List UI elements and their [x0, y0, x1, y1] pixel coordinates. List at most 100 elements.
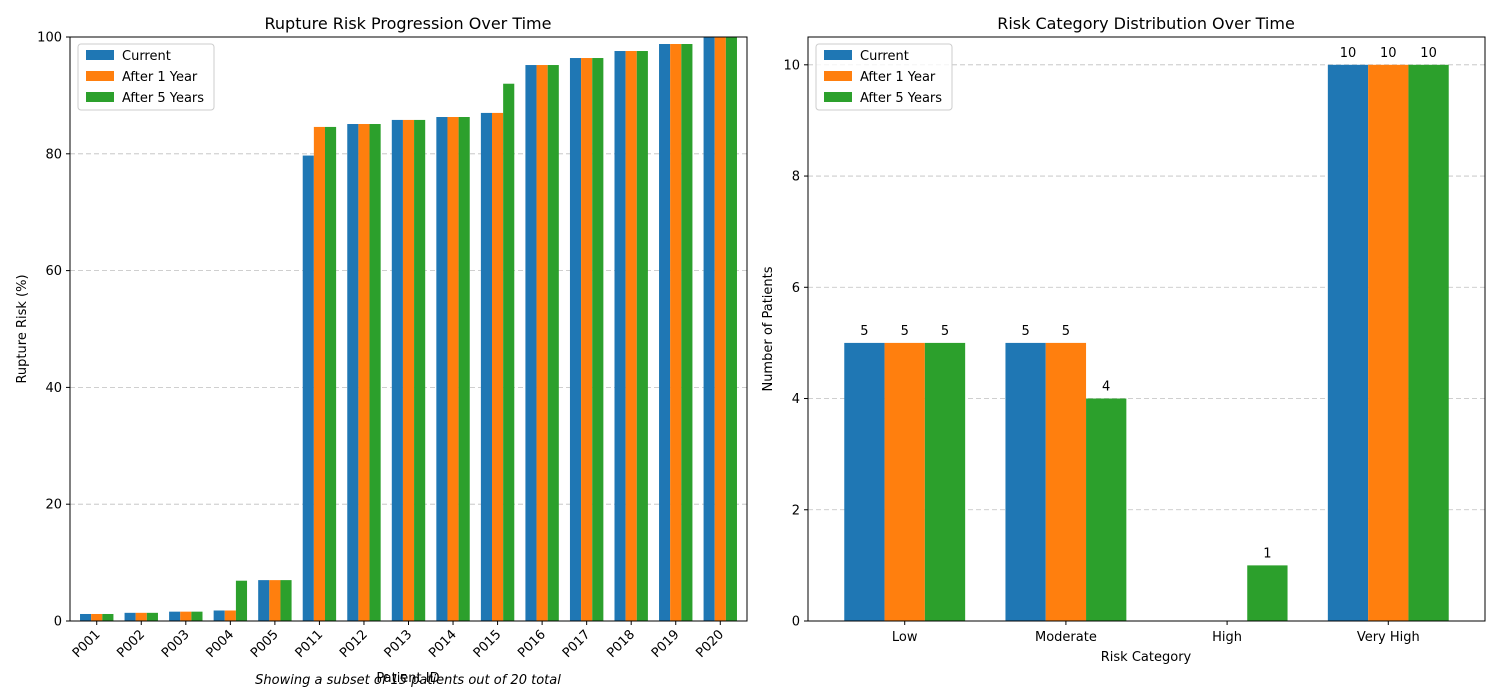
left-y-tick-label: 20 [45, 498, 62, 513]
left-bar [447, 117, 459, 622]
left-x-tick-label: P015 [471, 627, 505, 661]
left-bar [169, 611, 181, 621]
left-bar [436, 117, 448, 622]
left-legend-swatch [86, 50, 114, 60]
right-chart-title: Risk Category Distribution Over Time [997, 14, 1295, 33]
left-x-tick-label: P011 [293, 627, 327, 661]
right-data-label: 1 [1263, 546, 1271, 561]
right-data-label: 5 [860, 324, 868, 339]
left-bar [302, 155, 314, 621]
left-legend-swatch [86, 92, 114, 102]
left-bar [458, 117, 470, 622]
left-legend: Current After 1 Year After 5 Years [77, 43, 215, 111]
left-x-tick-label: P019 [649, 627, 683, 661]
left-bar [135, 612, 147, 621]
left-bar [258, 580, 270, 621]
left-bar [102, 613, 114, 621]
right-data-label: 5 [941, 324, 949, 339]
left-x-axis-label: Patient ID [376, 671, 439, 686]
right-data-label: 10 [1340, 46, 1357, 61]
left-y-axis-label: Rupture Risk (%) [15, 274, 30, 383]
right-bar [1247, 565, 1288, 621]
right-legend: Current After 1 Year After 5 Years [815, 43, 953, 111]
left-y-tick-label: 60 [45, 264, 62, 279]
left-bar [124, 612, 136, 621]
right-bar [844, 342, 885, 621]
left-x-tick-label: P017 [560, 627, 594, 661]
left-x-tick-label: P018 [604, 627, 638, 661]
left-bars [80, 37, 737, 622]
right-y-axis-label: Number of Patients [761, 266, 776, 391]
left-bar [625, 51, 637, 622]
left-bar [402, 119, 415, 621]
left-bar [480, 112, 493, 622]
left-bar [714, 37, 726, 621]
right-legend-label: After 1 Year [860, 70, 936, 85]
left-x-tick-label: P020 [693, 627, 727, 661]
left-bar [180, 611, 192, 621]
left-bar [503, 83, 515, 622]
left-bar [525, 65, 537, 622]
right-legend-swatch [824, 71, 852, 81]
left-bar [324, 126, 337, 621]
right-data-label: 10 [1420, 46, 1437, 61]
left-subset-note: Showing a subset of 15 patients out of 2… [255, 673, 561, 688]
right-data-label: 5 [901, 324, 909, 339]
right-x-tick-label: High [1212, 630, 1242, 645]
left-chart: Rupture Risk Progression Over Time 0 20 40… [15, 14, 748, 688]
right-bar [1045, 342, 1087, 621]
right-y-tick-label: 10 [783, 58, 800, 73]
left-y-ticks: 0 20 40 60 80 100 [37, 31, 70, 630]
right-bar [1368, 64, 1409, 622]
right-y-tick-label: 2 [792, 503, 800, 518]
right-chart: Risk Category Distribution Over Time 5 5 5… [761, 14, 1486, 665]
left-chart-title: Rupture Risk Progression Over Time [265, 14, 552, 33]
left-bar [536, 65, 548, 622]
left-bar [592, 58, 604, 622]
right-data-label: 4 [1102, 380, 1110, 395]
left-legend-label: After 5 Years [122, 91, 204, 106]
left-bar [391, 119, 403, 621]
right-bar [1005, 342, 1046, 621]
right-plot-frame [807, 36, 1486, 622]
right-legend-swatch [824, 50, 852, 60]
right-bar [884, 342, 925, 621]
left-bar [725, 37, 737, 621]
left-bar [636, 51, 648, 622]
right-y-tick-label: 6 [792, 281, 800, 296]
left-bar [280, 580, 292, 621]
right-y-tick-label: 4 [792, 392, 800, 407]
left-y-tick-label: 100 [37, 31, 62, 46]
right-legend-label: After 5 Years [860, 91, 942, 106]
right-data-label: 5 [1062, 324, 1070, 339]
left-x-tick-label: P004 [203, 627, 237, 661]
left-bar [414, 119, 426, 621]
right-y-ticks: 0 2 4 6 8 10 [783, 58, 808, 630]
left-legend-label: After 1 Year [122, 70, 198, 85]
left-bar [614, 51, 626, 622]
left-x-tick-label: P005 [248, 627, 282, 661]
left-y-tick-label: 0 [54, 615, 62, 630]
left-x-tick-label: P016 [515, 627, 549, 661]
left-legend-swatch [86, 71, 114, 81]
right-legend-swatch [824, 92, 852, 102]
left-bar [492, 112, 504, 622]
right-x-axis-label: Risk Category [1101, 650, 1192, 665]
left-bar [213, 610, 225, 621]
left-bar [358, 124, 370, 622]
left-bar [80, 613, 92, 621]
right-bar [1327, 64, 1369, 622]
left-bar [681, 44, 693, 622]
right-legend-label: Current [860, 49, 909, 64]
left-bar [581, 58, 593, 622]
left-x-ticks: P001 P002 P003 P004 P005 P011 P012 P013 P014 P015… [70, 621, 727, 661]
left-legend-label: Current [122, 49, 171, 64]
left-y-tick-label: 40 [45, 381, 62, 396]
left-x-tick-label: P002 [114, 627, 148, 661]
left-bar [569, 58, 582, 622]
left-bar [670, 44, 682, 622]
right-y-tick-label: 0 [792, 615, 800, 630]
left-x-tick-label: P003 [159, 627, 193, 661]
left-bar [224, 610, 236, 621]
